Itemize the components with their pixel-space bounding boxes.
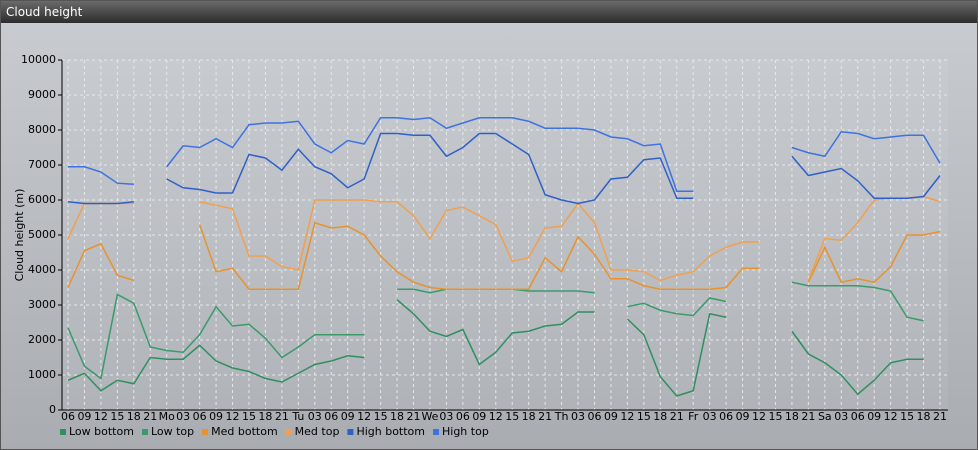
- series-line: [67, 132, 941, 205]
- x-tick-label: 12: [752, 410, 766, 423]
- legend-label: Med top: [295, 425, 340, 438]
- legend-label: Med bottom: [211, 425, 278, 438]
- series-line: [68, 116, 941, 192]
- x-tick-label: Th: [554, 410, 569, 423]
- y-tick-label: 9000: [28, 88, 56, 101]
- x-tick-label: 18: [127, 410, 141, 423]
- y-tick-label: 7000: [28, 158, 56, 171]
- x-tick-label: 15: [505, 410, 519, 423]
- y-tick-label: 0: [49, 403, 56, 416]
- series-line: [67, 221, 941, 290]
- x-tick-label: 21: [143, 410, 157, 423]
- x-tick-label: 15: [374, 410, 388, 423]
- x-tick-label: 03: [176, 410, 190, 423]
- y-axis-label: Cloud height (m): [13, 189, 26, 282]
- x-tick-label: Tu: [291, 410, 304, 423]
- x-tick-label: 06: [456, 410, 470, 423]
- x-tick-label: 09: [341, 410, 355, 423]
- x-tick-label: 03: [439, 410, 453, 423]
- x-tick-label: 06: [61, 410, 75, 423]
- y-tick-label: 5000: [28, 228, 56, 241]
- x-tick-label: 12: [489, 410, 503, 423]
- x-tick-label: 18: [390, 410, 404, 423]
- x-tick-label: 21: [670, 410, 684, 423]
- x-tick-label: 18: [522, 410, 536, 423]
- x-tick-label: 06: [324, 410, 338, 423]
- y-tick-label: 4000: [28, 263, 56, 276]
- x-tick-label: 03: [571, 410, 585, 423]
- x-tick-label: 15: [637, 410, 651, 423]
- x-tick-label: 21: [538, 410, 552, 423]
- x-tick-label: We: [421, 410, 438, 423]
- legend-swatch: [433, 429, 439, 435]
- x-tick-label: 09: [736, 410, 750, 423]
- legend-label: Low top: [151, 425, 194, 438]
- x-tick-label: 12: [226, 410, 240, 423]
- x-tick-label: 06: [587, 410, 601, 423]
- x-tick-label: 18: [917, 410, 931, 423]
- x-tick-label: 09: [77, 410, 91, 423]
- y-tick-label: 3000: [28, 298, 56, 311]
- x-tick-label: 15: [242, 410, 256, 423]
- x-tick-label: 06: [719, 410, 733, 423]
- legend-label: High top: [442, 425, 489, 438]
- x-tick-label: 18: [785, 410, 799, 423]
- x-tick-label: Sa: [818, 410, 832, 423]
- x-tick-label: Mo: [159, 410, 175, 423]
- legend-swatch: [202, 429, 209, 435]
- x-tick-label: 21: [933, 410, 947, 423]
- x-tick-label: 12: [94, 410, 108, 423]
- x-tick-label: 09: [209, 410, 223, 423]
- x-tick-label: 09: [472, 410, 486, 423]
- x-tick-label: 06: [851, 410, 865, 423]
- x-tick-label: 03: [834, 410, 848, 423]
- legend-swatch: [60, 429, 66, 435]
- x-tick-label: Fr: [688, 410, 699, 423]
- window-title: Cloud height: [1, 1, 977, 23]
- x-tick-label: 03: [308, 410, 322, 423]
- x-tick-label: 12: [357, 410, 371, 423]
- y-tick-label: 1000: [28, 368, 56, 381]
- legend-label: Low bottom: [69, 425, 134, 438]
- x-tick-label: 18: [653, 410, 667, 423]
- x-tick-label: 21: [275, 410, 289, 423]
- y-tick-label: 8000: [28, 123, 56, 136]
- y-tick-label: 2000: [28, 333, 56, 346]
- x-tick-label: 12: [620, 410, 634, 423]
- x-tick-label: 21: [801, 410, 815, 423]
- legend-label: High bottom: [356, 425, 425, 438]
- x-tick-label: 15: [900, 410, 914, 423]
- x-tick-label: 09: [867, 410, 881, 423]
- x-tick-label: 21: [407, 410, 421, 423]
- x-tick-label: 15: [768, 410, 782, 423]
- y-tick-label: 6000: [28, 193, 56, 206]
- x-tick-label: 18: [258, 410, 272, 423]
- x-tick-label: 06: [193, 410, 207, 423]
- legend-swatch: [141, 429, 148, 435]
- y-tick-label: 10000: [21, 53, 56, 66]
- x-tick-label: 15: [110, 410, 124, 423]
- series-line: [67, 299, 924, 397]
- legend-swatch: [285, 429, 292, 435]
- x-tick-label: 12: [884, 410, 898, 423]
- legend-swatch: [347, 429, 354, 435]
- x-tick-label: 03: [703, 410, 717, 423]
- x-tick-label: 09: [604, 410, 618, 423]
